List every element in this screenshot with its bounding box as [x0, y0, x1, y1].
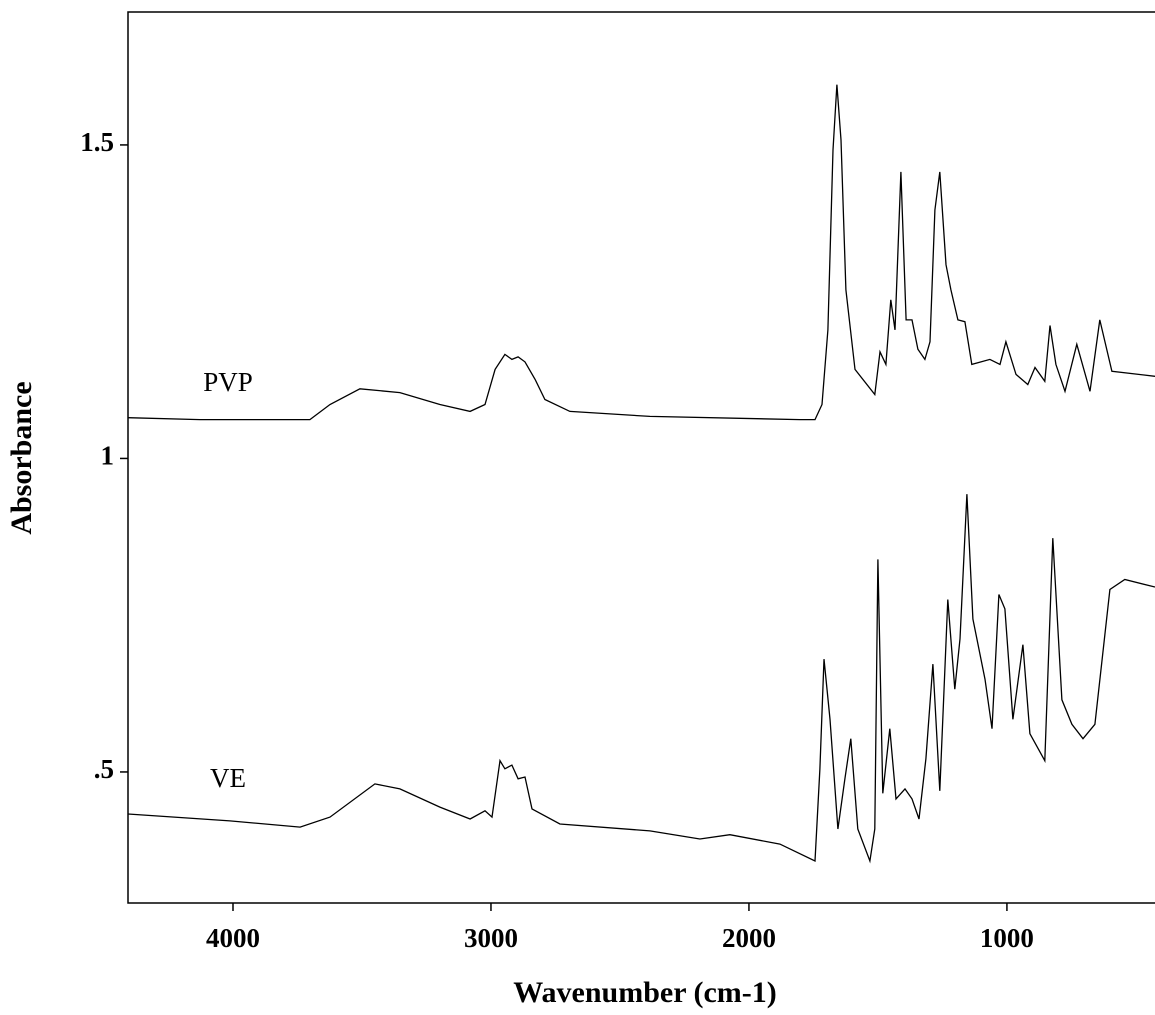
series-label: VE [210, 763, 246, 793]
spectrum-line [127, 494, 1155, 864]
x-tick-label: 2000 [722, 923, 776, 953]
axes-frame [127, 11, 1155, 904]
x-tick-label: 1000 [980, 923, 1034, 953]
x-axis-label: Wavenumber (cm-1) [513, 976, 777, 1009]
y-tick-label: 1 [101, 441, 115, 471]
spectrum-line [127, 84, 1155, 421]
y-tick-label: .5 [94, 754, 114, 784]
x-tick-label: 3000 [464, 923, 518, 953]
x-tick-label: 4000 [206, 923, 260, 953]
y-tick-label: 1.5 [80, 127, 114, 157]
y-axis-label: Absorbance [5, 381, 38, 534]
series-label: PVP [203, 367, 253, 397]
